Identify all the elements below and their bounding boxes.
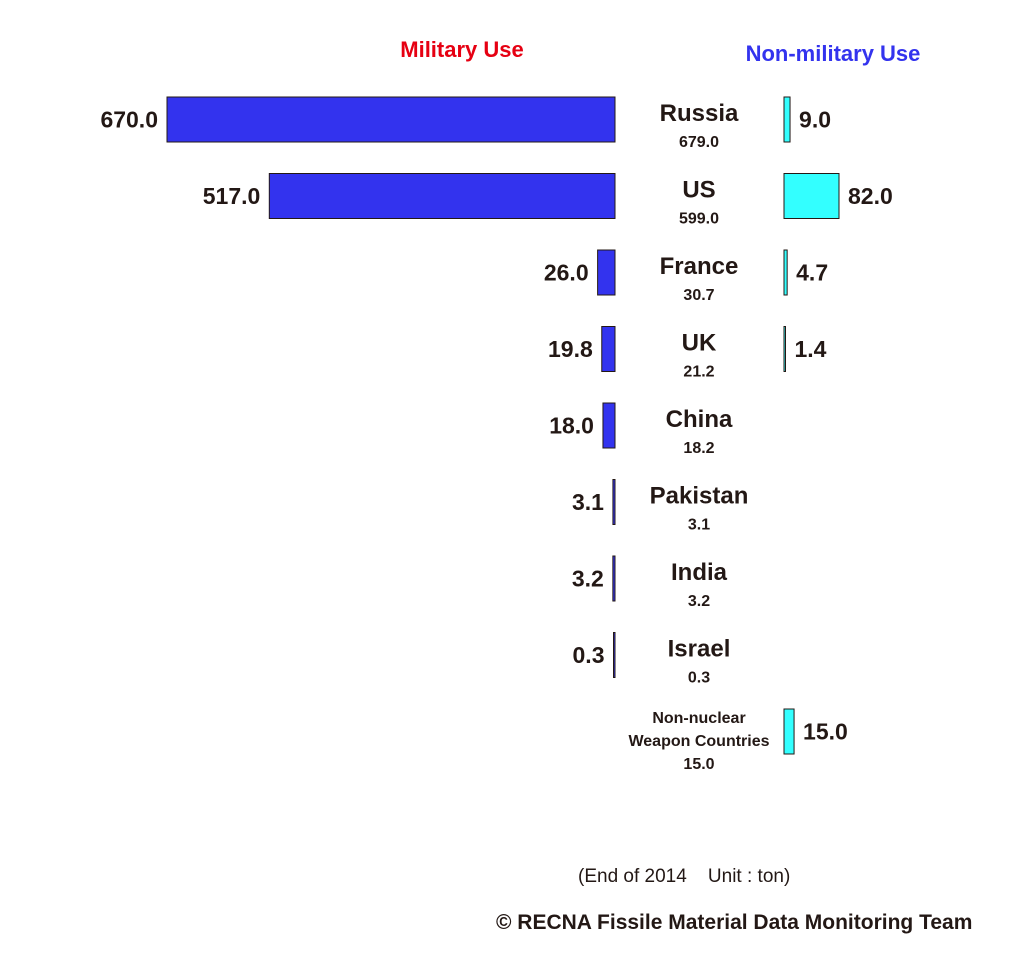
military-value-israel: 0.3	[573, 642, 605, 668]
military-value-uk: 19.8	[548, 336, 593, 362]
military-bar-india	[612, 555, 616, 602]
country-total-china: 18.2	[683, 440, 714, 457]
country-total-us: 599.0	[679, 211, 719, 228]
nonmilitary-bar-uk	[783, 326, 786, 372]
military-bar-israel	[613, 632, 616, 678]
country-total-non-nuclear-weapon-countries: 15.0	[683, 756, 714, 773]
country-label-us: US	[682, 177, 715, 204]
country-label-pakistan: Pakistan	[650, 483, 749, 510]
military-value-china: 18.0	[549, 413, 594, 439]
country-label-non-nuclear-weapon-countries-line2: Weapon Countries	[628, 733, 769, 750]
country-label-non-nuclear-weapon-countries-line1: Non-nuclear	[652, 710, 745, 727]
nonmilitary-bar-france	[783, 249, 788, 296]
military-value-russia: 670.0	[100, 107, 158, 133]
country-total-israel: 0.3	[688, 670, 710, 687]
military-value-india: 3.2	[572, 566, 604, 592]
country-label-china: China	[666, 406, 733, 433]
country-total-france: 30.7	[683, 287, 714, 304]
military-use-header: Military Use	[400, 37, 524, 62]
military-bar-pakistan	[612, 479, 616, 525]
military-bar-russia	[166, 96, 616, 143]
unit-note: (End of 2014 Unit : ton)	[578, 866, 791, 887]
country-label-uk: UK	[682, 330, 717, 357]
credit-line: © RECNA Fissile Material Data Monitoring…	[496, 911, 973, 934]
country-label-france: France	[660, 253, 739, 280]
country-total-uk: 21.2	[683, 364, 714, 381]
nonmilitary-bar-us	[783, 173, 840, 219]
military-bar-france	[597, 249, 616, 296]
nonmilitary-value-non-nuclear-weapon-countries: 15.0	[803, 719, 848, 745]
country-total-india: 3.2	[688, 593, 710, 610]
chart-rows: 670.0 9.0 Russia 679.0 517.0 82.0 US 599.0 26.0 4…	[100, 96, 893, 773]
nonmilitary-bar-non-nuclear-weapon-countries	[783, 708, 795, 755]
nonmilitary-bar-russia	[783, 96, 791, 143]
military-bar-uk	[601, 326, 616, 372]
non-military-use-header: Non-military Use	[746, 41, 921, 66]
military-value-us: 517.0	[203, 183, 261, 209]
military-value-pakistan: 3.1	[572, 489, 604, 515]
country-total-russia: 679.0	[679, 134, 719, 151]
nonmilitary-value-us: 82.0	[848, 183, 893, 209]
country-label-israel: Israel	[668, 636, 731, 663]
country-total-pakistan: 3.1	[688, 517, 710, 534]
nonmilitary-value-france: 4.7	[796, 260, 828, 286]
country-label-russia: Russia	[660, 100, 739, 127]
country-label-india: India	[671, 559, 728, 586]
military-bar-china	[602, 402, 616, 449]
military-bar-us	[268, 173, 616, 219]
military-value-france: 26.0	[544, 260, 589, 286]
nonmilitary-value-uk: 1.4	[795, 336, 827, 362]
nonmilitary-value-russia: 9.0	[799, 107, 831, 133]
